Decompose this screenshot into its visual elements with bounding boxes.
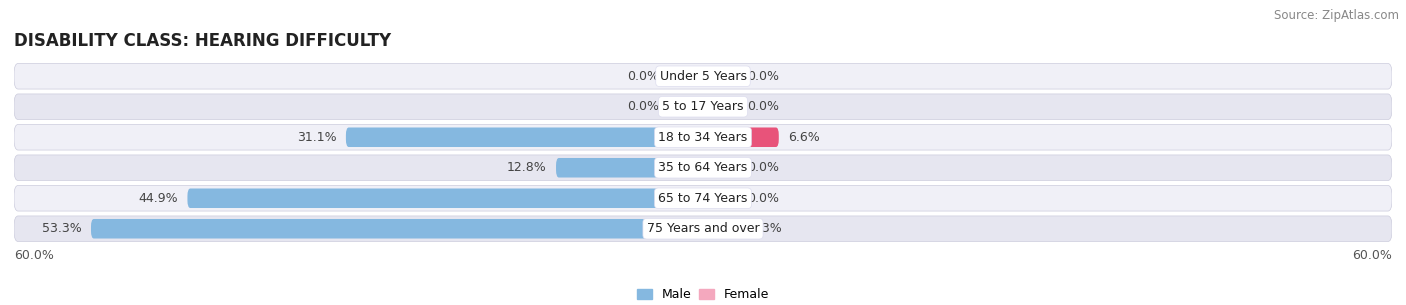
Text: 53.3%: 53.3% [42, 222, 82, 235]
FancyBboxPatch shape [91, 219, 703, 239]
Text: 0.0%: 0.0% [747, 70, 779, 83]
FancyBboxPatch shape [703, 66, 738, 86]
FancyBboxPatch shape [14, 216, 1392, 242]
Text: 60.0%: 60.0% [14, 249, 53, 263]
FancyBboxPatch shape [703, 188, 738, 208]
Text: 0.0%: 0.0% [747, 192, 779, 205]
Text: 5 to 17 Years: 5 to 17 Years [662, 100, 744, 113]
Text: 3.3%: 3.3% [749, 222, 782, 235]
Text: 0.0%: 0.0% [747, 161, 779, 174]
Text: 0.0%: 0.0% [627, 70, 659, 83]
Text: 0.0%: 0.0% [747, 100, 779, 113]
Text: 60.0%: 60.0% [1353, 249, 1392, 263]
FancyBboxPatch shape [14, 124, 1392, 150]
Text: 44.9%: 44.9% [139, 192, 179, 205]
FancyBboxPatch shape [14, 185, 1392, 211]
FancyBboxPatch shape [346, 127, 703, 147]
Text: 31.1%: 31.1% [297, 131, 336, 144]
Text: Under 5 Years: Under 5 Years [659, 70, 747, 83]
FancyBboxPatch shape [555, 158, 703, 178]
Text: 18 to 34 Years: 18 to 34 Years [658, 131, 748, 144]
Legend: Male, Female: Male, Female [631, 283, 775, 305]
FancyBboxPatch shape [14, 155, 1392, 181]
FancyBboxPatch shape [703, 127, 779, 147]
Text: DISABILITY CLASS: HEARING DIFFICULTY: DISABILITY CLASS: HEARING DIFFICULTY [14, 32, 391, 50]
Text: 65 to 74 Years: 65 to 74 Years [658, 192, 748, 205]
Text: Source: ZipAtlas.com: Source: ZipAtlas.com [1274, 9, 1399, 22]
FancyBboxPatch shape [187, 188, 703, 208]
Text: 0.0%: 0.0% [627, 100, 659, 113]
FancyBboxPatch shape [669, 97, 703, 117]
Text: 12.8%: 12.8% [508, 161, 547, 174]
FancyBboxPatch shape [14, 63, 1392, 89]
Text: 75 Years and over: 75 Years and over [647, 222, 759, 235]
FancyBboxPatch shape [703, 219, 741, 239]
Text: 35 to 64 Years: 35 to 64 Years [658, 161, 748, 174]
FancyBboxPatch shape [703, 158, 738, 178]
FancyBboxPatch shape [14, 94, 1392, 120]
FancyBboxPatch shape [703, 97, 738, 117]
Text: 6.6%: 6.6% [787, 131, 820, 144]
FancyBboxPatch shape [669, 66, 703, 86]
